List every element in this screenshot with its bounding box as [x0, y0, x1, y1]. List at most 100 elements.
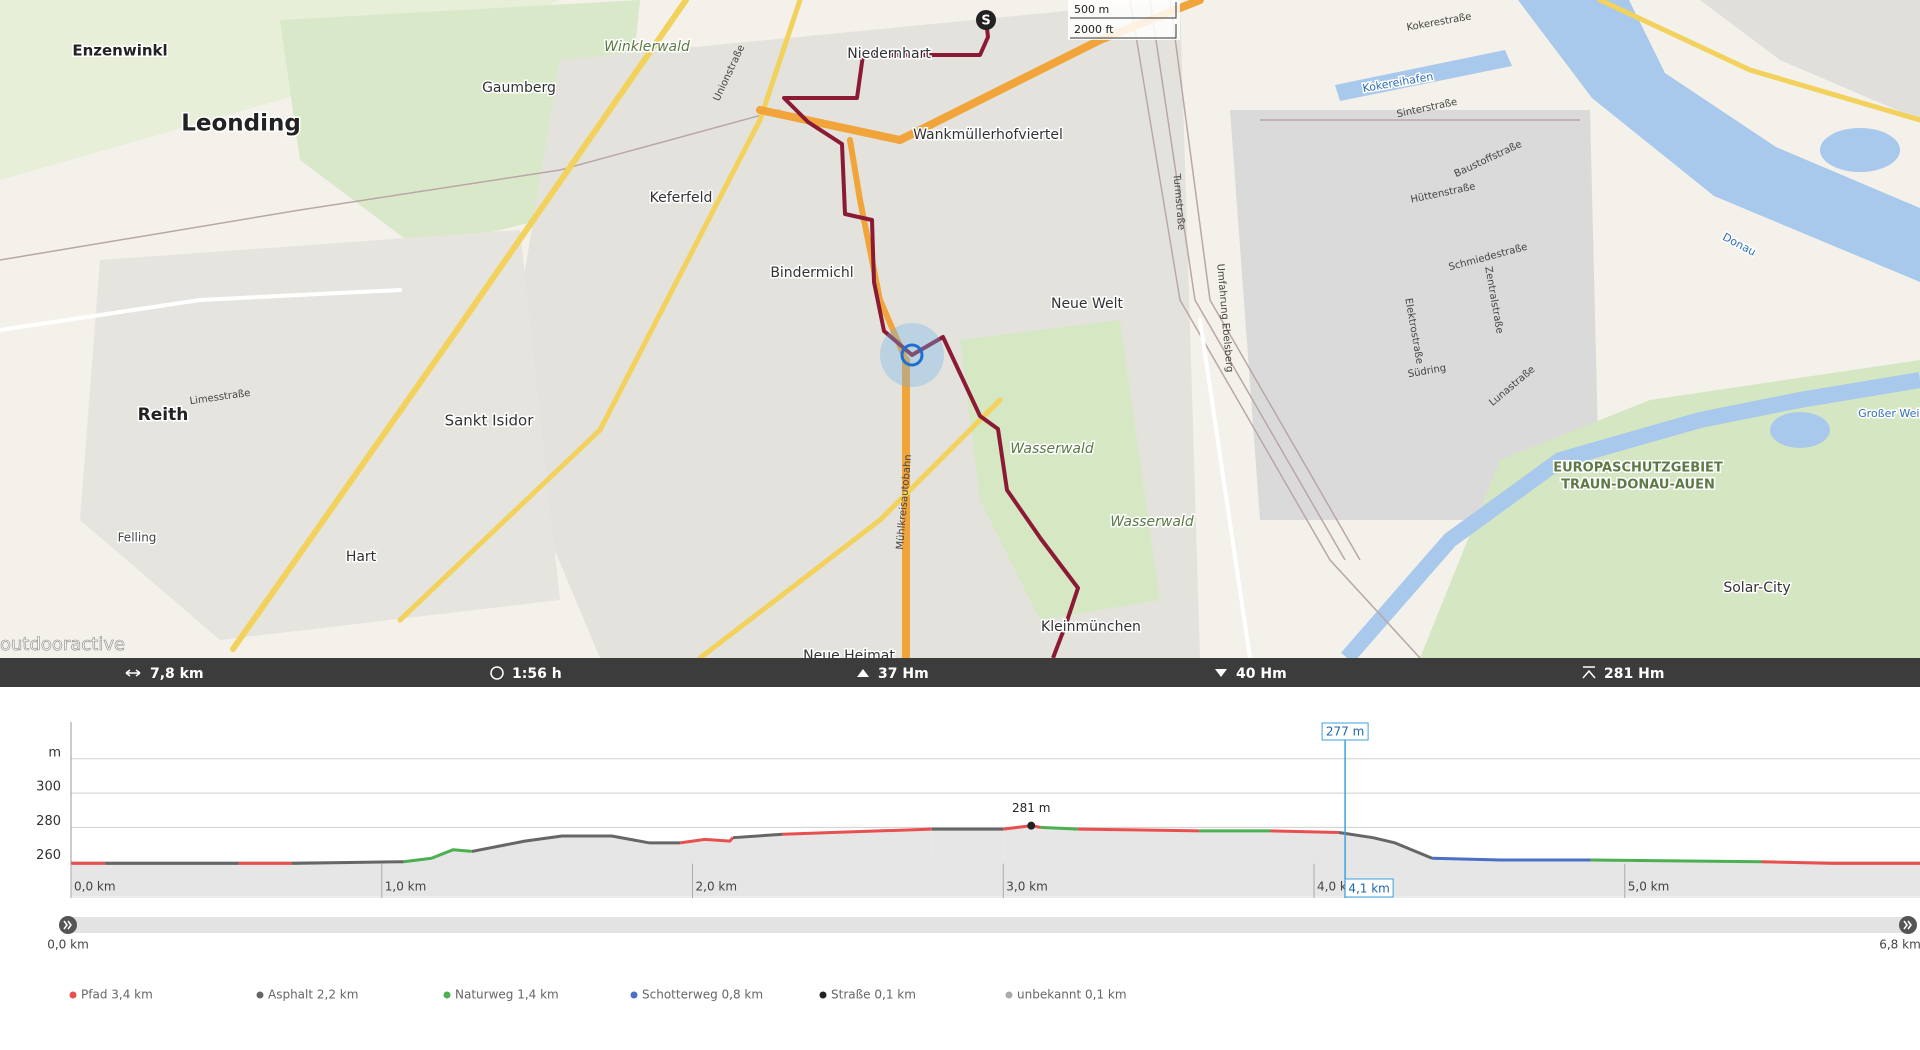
profile-area: [1003, 825, 1041, 896]
place-label: Niedernhart: [847, 46, 931, 62]
stat-value: 7,8 km: [150, 666, 204, 682]
legend-swatch: [819, 991, 827, 999]
profile-area: [732, 834, 783, 896]
profile-line: [291, 860, 404, 865]
range-slider[interactable]: 0,0 km 6,8 km: [47, 916, 1920, 952]
profile-line: [679, 836, 735, 845]
profile-area: [71, 863, 106, 896]
harbour: [1335, 50, 1512, 101]
rail-line: [1149, 0, 1346, 561]
x-tick-label: 2,0 km: [696, 880, 738, 894]
stat-icon: [1215, 669, 1227, 677]
road: [697, 397, 1003, 661]
scale-label: 2000 ft: [1074, 23, 1114, 36]
scale-label: 500 m: [1074, 3, 1109, 16]
profile-area: [1432, 858, 1591, 896]
place-label: Keferfeld: [650, 190, 713, 206]
slider-end-label: 6,8 km: [1879, 938, 1920, 952]
profile-line: [1077, 827, 1200, 833]
river-danube: [1518, 0, 1920, 282]
profile-line: [403, 848, 473, 864]
peak-marker: [1027, 821, 1036, 830]
legend-label[interactable]: Pfad 3,4 km: [81, 988, 153, 1002]
railway: [0, 0, 1580, 659]
profile-area: [1199, 830, 1271, 896]
profile-line: [1338, 831, 1433, 860]
legend-swatch: [1005, 991, 1013, 999]
scale-bar: [1070, 2, 1177, 19]
profile-line: [732, 832, 783, 840]
stat-value: 281 Hm: [1604, 666, 1664, 682]
handle-arrows: [1903, 920, 1912, 930]
slider-handle[interactable]: [1899, 916, 1917, 934]
legend-label[interactable]: Straße 0,1 km: [831, 988, 916, 1002]
stats-bar: [0, 658, 1920, 687]
lake: [1770, 412, 1830, 448]
place-label: Neue Welt: [1051, 296, 1124, 312]
industrial-area: [1230, 110, 1600, 520]
place-label: Reith: [138, 405, 189, 425]
place-label: Großer Weik: [1858, 407, 1920, 420]
road: [230, 0, 689, 652]
lake: [1820, 128, 1900, 172]
stat-value: 1:56 h: [512, 666, 562, 682]
urban-area: [80, 230, 560, 640]
place-label: EUROPASCHUTZGEBIET: [1553, 461, 1723, 476]
scale-bar: [1070, 24, 1177, 39]
place-label: Wankmüllerhofviertel: [913, 127, 1063, 143]
road: [397, 0, 803, 623]
rail-line: [0, 109, 781, 261]
legend-label[interactable]: Naturweg 1,4 km: [455, 988, 559, 1002]
y-tick-label: 300: [36, 780, 61, 795]
profile-area: [291, 861, 404, 896]
place-label: Kleinmünchen: [1041, 619, 1141, 635]
cursor-value-label: 277 m: [1326, 725, 1364, 739]
cursor-box: [1321, 722, 1369, 741]
place-label: Hart: [346, 549, 377, 565]
place-label: Sankt Isidor: [445, 412, 535, 430]
x-tick-label: 1,0 km: [385, 880, 427, 894]
legend-label[interactable]: Schotterweg 0,8 km: [642, 988, 763, 1002]
river-traun: [1340, 372, 1920, 664]
cursor-x-label: 4,1 km: [1348, 882, 1390, 896]
profile-area: [1590, 859, 1762, 896]
profile-line: [1590, 858, 1762, 864]
profile-area: [238, 863, 292, 896]
profile-area: [471, 835, 681, 896]
place-label: Gaumberg: [482, 80, 556, 96]
handle-arrows: [63, 920, 72, 930]
start-marker[interactable]: [976, 10, 996, 30]
profile-line: [1270, 829, 1339, 835]
slider-handle[interactable]: [59, 916, 77, 934]
rail-line: [1129, 0, 1421, 659]
rail-line: [1169, 0, 1361, 561]
profile-area: [1040, 827, 1078, 896]
legend-swatch: [630, 991, 638, 999]
map[interactable]: S Enzenwinkl Leonding Gaumberg Winklerwald N…: [0, 0, 1920, 666]
stat-icon: [857, 669, 869, 677]
profile-area: [1270, 830, 1339, 896]
slider-track: [68, 917, 1908, 933]
motorway: [847, 137, 909, 363]
stat-icon: [490, 666, 504, 680]
place-label: Enzenwinkl: [72, 42, 167, 60]
route[interactable]: [782, 19, 1080, 659]
place-label: TRAUN-DONAU-AUEN: [1561, 478, 1715, 493]
stat-icon: [125, 669, 141, 677]
legend-label[interactable]: unbekannt 0,1 km: [1017, 988, 1127, 1002]
legend-label[interactable]: Asphalt 2,2 km: [268, 988, 358, 1002]
place-label: Wasserwald: [1010, 441, 1094, 457]
street-label: Turmstraße: [1170, 172, 1186, 230]
profile-area: [782, 829, 932, 896]
profile-area: [403, 849, 472, 896]
urban-area: [1700, 0, 1920, 120]
cursor-box: [1344, 878, 1394, 898]
profile-line: [1040, 825, 1078, 831]
y-tick-label: 280: [36, 814, 61, 829]
location-halo: [880, 323, 944, 387]
start-label: S: [981, 14, 990, 29]
road: [0, 288, 402, 332]
